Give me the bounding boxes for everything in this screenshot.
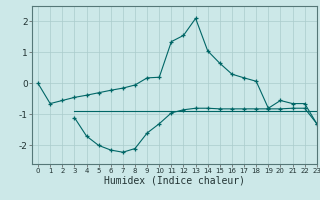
X-axis label: Humidex (Indice chaleur): Humidex (Indice chaleur) [104, 176, 245, 186]
